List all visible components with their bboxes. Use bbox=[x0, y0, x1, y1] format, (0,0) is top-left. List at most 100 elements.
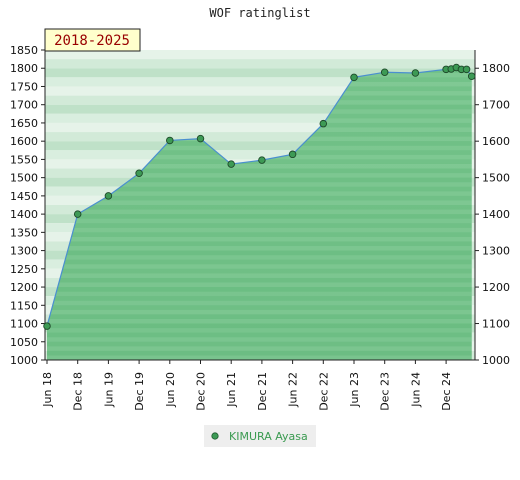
area-stripe bbox=[47, 273, 472, 278]
area-stripe bbox=[47, 287, 472, 292]
area-stripe bbox=[47, 232, 472, 237]
area-stripe bbox=[47, 195, 472, 201]
y-right-tick-label: 1200 bbox=[482, 281, 510, 294]
area-stripe bbox=[47, 318, 472, 324]
area-stripe bbox=[47, 277, 472, 283]
data-point bbox=[227, 160, 235, 168]
background-band bbox=[45, 113, 475, 123]
area-stripe bbox=[47, 255, 472, 260]
area-stripe bbox=[47, 168, 472, 174]
x-tick-label: Jun 18 bbox=[41, 372, 54, 408]
period-badge: 2018-2025 bbox=[44, 28, 141, 52]
y-left-tick-label: 1600 bbox=[10, 135, 38, 148]
area-stripe bbox=[47, 200, 472, 205]
area-stripe bbox=[47, 182, 472, 187]
x-tick-label: Dec 20 bbox=[195, 372, 208, 411]
x-tick-label: Jun 20 bbox=[164, 372, 177, 408]
y-right-tick-label: 1000 bbox=[482, 354, 510, 367]
data-point bbox=[43, 322, 51, 330]
area-stripe bbox=[47, 246, 472, 251]
area-stripe bbox=[47, 309, 472, 315]
y-left-tick-label: 1650 bbox=[10, 117, 38, 130]
area-stripe bbox=[47, 173, 472, 178]
area-stripe bbox=[47, 264, 472, 269]
area-stripe bbox=[47, 214, 472, 219]
background-band bbox=[45, 77, 475, 87]
area-stripe bbox=[47, 300, 472, 306]
y-left-tick-label: 1350 bbox=[10, 226, 38, 239]
y-left-tick-label: 1400 bbox=[10, 208, 38, 221]
x-tick-label: Jun 21 bbox=[225, 372, 238, 408]
area-stripe bbox=[47, 191, 472, 196]
y-left-tick-label: 1250 bbox=[10, 263, 38, 276]
legend: KIMURA Ayasa bbox=[204, 425, 316, 447]
y-left-tick-label: 1750 bbox=[10, 80, 38, 93]
x-tick-label: Dec 23 bbox=[379, 372, 392, 411]
data-point bbox=[73, 210, 82, 218]
data-point bbox=[380, 68, 389, 76]
y-right-tick-label: 1800 bbox=[482, 62, 510, 75]
background-band bbox=[45, 86, 475, 96]
area-stripe bbox=[47, 296, 472, 301]
y-left-tick-label: 1150 bbox=[10, 299, 38, 312]
area-stripe bbox=[47, 346, 472, 351]
area-stripe bbox=[47, 328, 472, 333]
area-stripe bbox=[47, 337, 472, 342]
y-right-tick-label: 1700 bbox=[482, 99, 510, 112]
y-left-tick-label: 1800 bbox=[10, 62, 38, 75]
data-point bbox=[166, 136, 174, 145]
x-tick-label: Dec 19 bbox=[133, 372, 146, 411]
background-band bbox=[45, 150, 475, 160]
x-tick-label: Dec 21 bbox=[256, 372, 269, 411]
area-stripe bbox=[47, 268, 472, 274]
x-axis-ticks: Jun 18 Dec 18 Jun 19 Dec 19 Jun 20 Dec 20 Jun … bbox=[41, 360, 453, 411]
y-left-tick-label: 1500 bbox=[10, 172, 38, 185]
y-left-tick-label: 1700 bbox=[10, 99, 38, 112]
area-stripe bbox=[47, 323, 472, 329]
x-tick-label: Jun 22 bbox=[287, 372, 300, 408]
area-stripe bbox=[47, 236, 472, 242]
y-right-tick-label: 1300 bbox=[482, 245, 510, 258]
data-point bbox=[104, 192, 113, 200]
x-tick-label: Dec 18 bbox=[72, 372, 85, 411]
y-right-tick-label: 1500 bbox=[482, 172, 510, 185]
y-left-tick-label: 1000 bbox=[10, 354, 38, 367]
y-right-tick-label: 1600 bbox=[482, 135, 510, 148]
area-stripe bbox=[47, 305, 472, 310]
area-stripe bbox=[47, 355, 472, 360]
axes bbox=[44, 50, 476, 361]
background-band bbox=[45, 95, 475, 105]
background-band bbox=[45, 141, 475, 151]
area-stripe bbox=[47, 241, 472, 247]
background-band bbox=[45, 59, 475, 69]
area-stripe bbox=[47, 186, 472, 192]
area-stripe bbox=[47, 332, 472, 338]
data-point bbox=[319, 119, 328, 128]
x-tick-label: Dec 22 bbox=[317, 372, 330, 411]
data-point bbox=[258, 156, 266, 164]
y-axis-right-ticks: 1800 1700 1600 1500 1400 1300 1200 1100 1000 bbox=[475, 62, 510, 367]
data-point bbox=[462, 65, 471, 74]
area-stripe bbox=[47, 282, 472, 288]
area-stripe bbox=[47, 209, 472, 215]
area-stripe bbox=[47, 223, 472, 228]
data-point bbox=[135, 169, 143, 178]
period-badge-box bbox=[44, 28, 141, 52]
legend-label: KIMURA Ayasa bbox=[229, 430, 308, 443]
x-tick-label: Dec 24 bbox=[440, 372, 453, 411]
area-stripe bbox=[47, 350, 472, 356]
background-band bbox=[45, 122, 475, 133]
series-markers bbox=[43, 63, 476, 330]
y-axis-left-ticks: 1850 1800 1750 1700 1650 1600 1550 1500 1450 1400… bbox=[10, 44, 45, 367]
x-tick-label: Jun 24 bbox=[409, 372, 422, 408]
period-badge-label: 2018-2025 bbox=[54, 33, 130, 49]
area-stripe bbox=[47, 205, 472, 210]
area-stripe bbox=[47, 227, 472, 233]
data-point bbox=[196, 134, 205, 143]
y-left-tick-label: 1300 bbox=[10, 245, 38, 258]
y-left-tick-label: 1100 bbox=[10, 318, 38, 331]
legend-marker bbox=[211, 432, 219, 440]
area-stripe bbox=[47, 341, 472, 347]
area-stripe bbox=[47, 291, 472, 297]
